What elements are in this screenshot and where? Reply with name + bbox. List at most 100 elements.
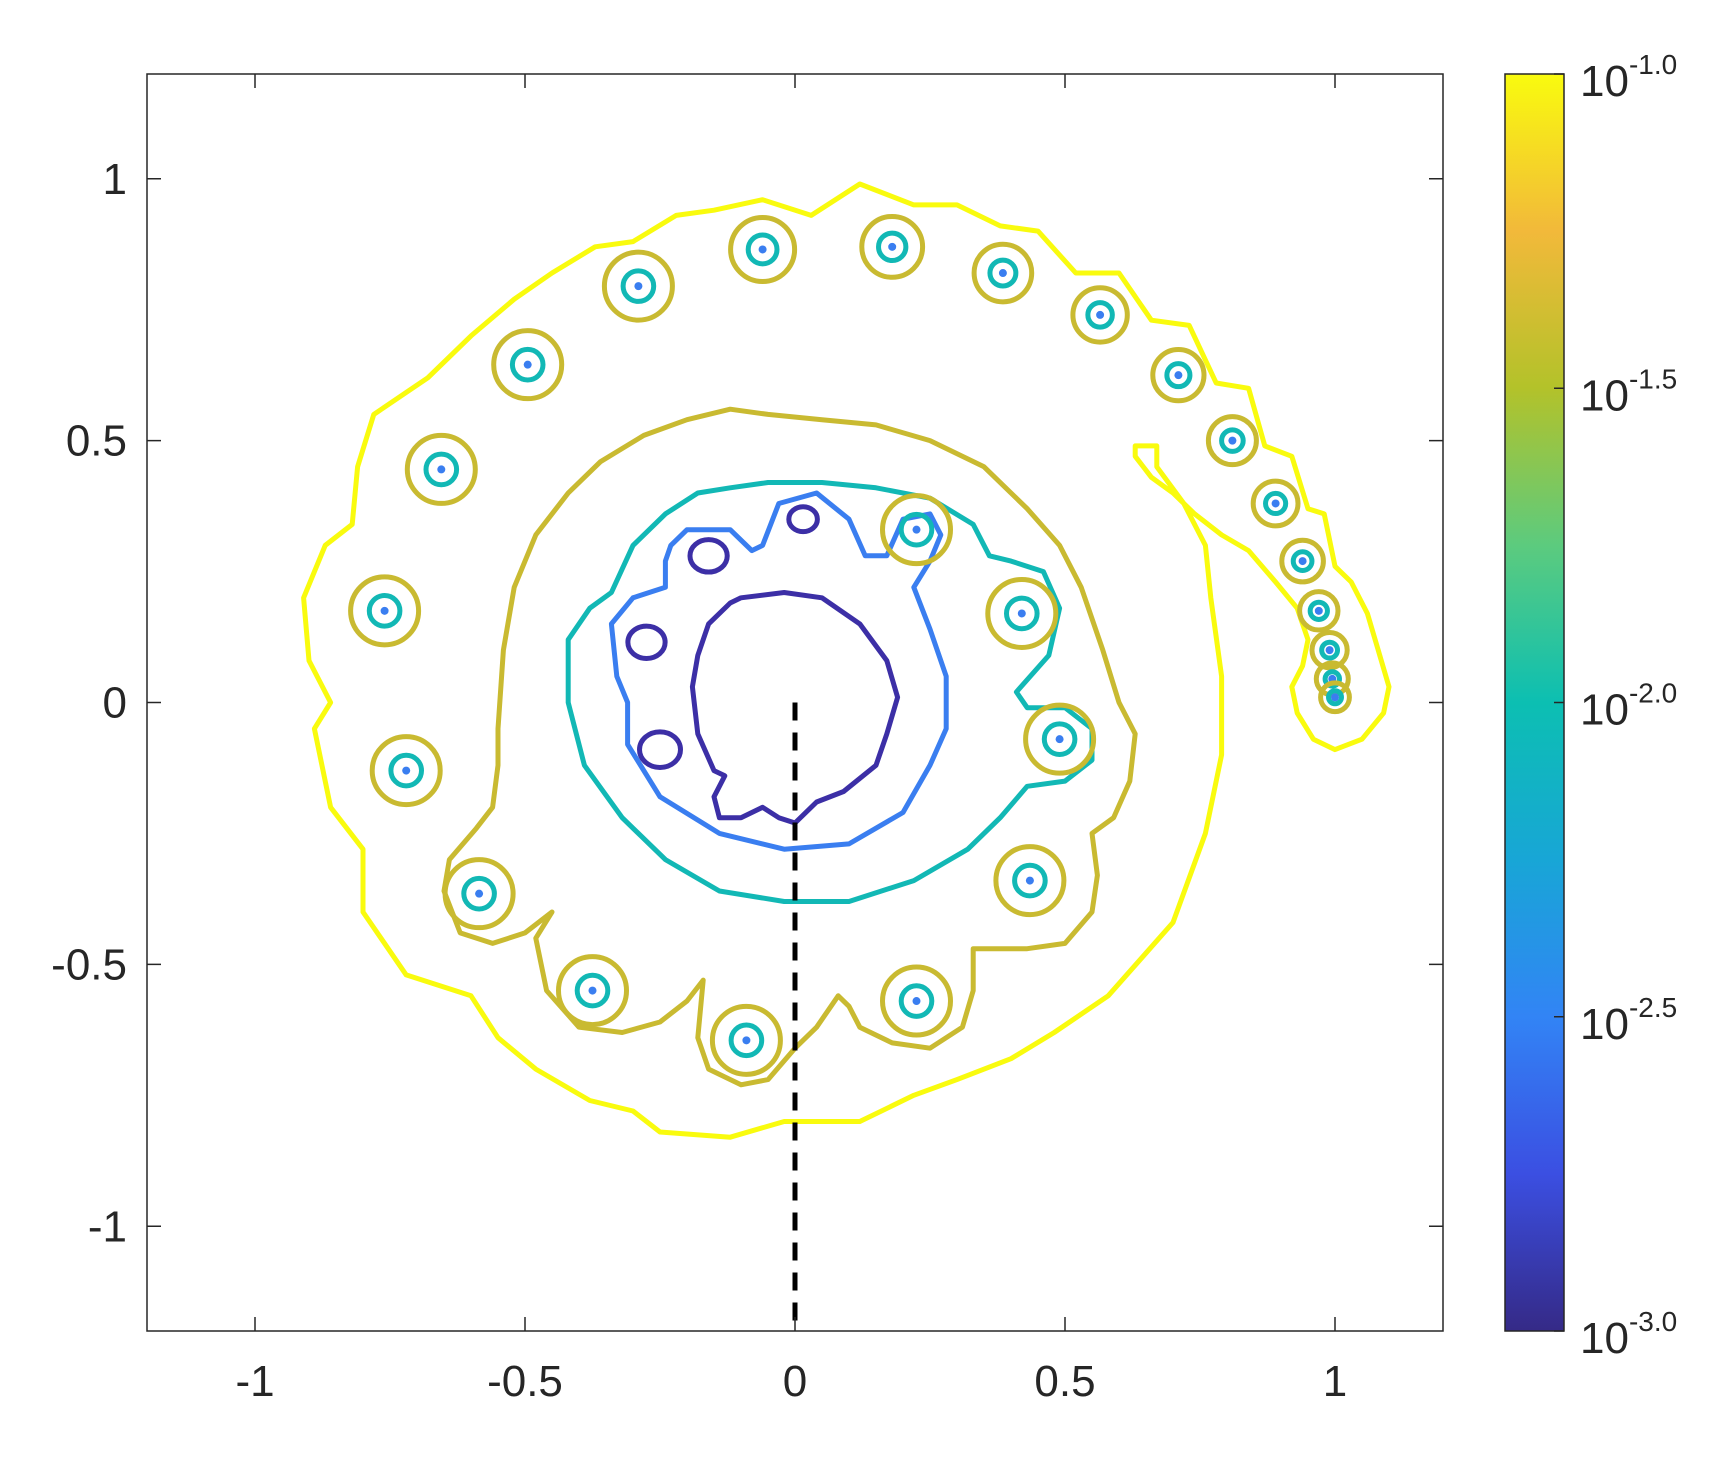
eigenvalue-point xyxy=(1096,310,1105,319)
small-contour-ring xyxy=(637,729,683,770)
colorbar-tick-label: 10-3.0 xyxy=(1580,1306,1677,1363)
eigenvalue-ring-outer xyxy=(601,249,675,323)
eigenvalue-ring-inner xyxy=(509,346,546,383)
small-contour-ring xyxy=(625,623,668,661)
eigenvalue-point xyxy=(888,242,897,251)
contour-lines-group xyxy=(301,181,1392,1140)
eigenvalue-point xyxy=(1331,693,1339,702)
colorbar-group: 10-1.0 10-1.5 10-2.0 10-2.5 10-3.0 xyxy=(1504,49,1677,1363)
eigenvalue-ring-inner xyxy=(461,875,497,912)
eigenvalue-ring-inner xyxy=(898,511,935,548)
eigenvalue-ring-inner xyxy=(423,451,460,488)
y-tick-label: 0 xyxy=(103,679,127,728)
small-contour-ring xyxy=(786,504,820,535)
eigenvalue-point xyxy=(634,282,643,291)
x-tick-label: 1 xyxy=(1323,1357,1347,1406)
eigenvalue-point xyxy=(1025,876,1034,885)
x-tick-label: 0 xyxy=(783,1357,807,1406)
eigenvalue-ring-inner xyxy=(1307,599,1330,622)
eigenvalue-point xyxy=(1174,371,1183,380)
eigenvalue-point xyxy=(998,269,1007,278)
eigenvalue-ring-outer xyxy=(1150,347,1207,404)
eigenvalue-ring-outer xyxy=(993,844,1067,918)
eigenvalue-ring-outer xyxy=(971,241,1035,305)
eigenvalue-ring-inner xyxy=(1322,669,1343,689)
contour-level-neg2-0 xyxy=(565,480,1095,904)
eigenvalue-point xyxy=(1298,557,1307,566)
eigenvalue-ring-inner xyxy=(745,232,780,267)
eigenvalue-ring-inner xyxy=(1085,300,1115,330)
eigenvalue-ring-inner xyxy=(728,1022,765,1059)
eigenvalue-ring-inner xyxy=(1041,721,1078,757)
axes-group: -1 -0.5 0 0.5 1 1 0.5 0 -0.5 -1 xyxy=(51,73,1444,1406)
contour-level-neg2-5 xyxy=(608,490,949,852)
eigenvalue-point xyxy=(1271,499,1280,508)
eigenvalue-ring-inner xyxy=(1326,688,1344,707)
eigenvalue-ring-inner xyxy=(620,268,657,304)
eigenvalue-point xyxy=(758,245,767,254)
eigenvalue-ring-inner xyxy=(1219,427,1246,454)
eigenvalue-ring-inner xyxy=(574,972,611,1009)
eigenvalue-ring-outer xyxy=(491,328,565,402)
eigenvalue-ring-outer xyxy=(1250,478,1301,529)
contour-level-neg1-5 xyxy=(441,406,1138,1088)
y-tick-label: -0.5 xyxy=(51,940,127,989)
eigenvalue-ring-inner xyxy=(366,593,403,629)
eigenvalue-ring-inner xyxy=(1004,595,1040,632)
x-tick-label: -1 xyxy=(235,1357,274,1406)
y-tick-label: 1 xyxy=(103,155,127,204)
eigenvalue-ring-inner xyxy=(1290,549,1315,573)
eigenvalue-point xyxy=(402,766,411,775)
eigenvalue-point xyxy=(1314,606,1323,615)
eigenvalue-point xyxy=(742,1036,751,1045)
eigenvalue-ring-outer xyxy=(1023,702,1097,776)
contour-level-neg1-0 xyxy=(301,181,1392,1140)
eigenvalue-point xyxy=(1325,646,1334,655)
eigenvalue-ring-outer xyxy=(404,432,478,506)
eigenvalue-ring-inner xyxy=(876,230,909,264)
eigenvalue-ring-inner xyxy=(1164,361,1193,390)
eigenvalue-ring-outer xyxy=(1297,589,1341,633)
y-tick-label: 0.5 xyxy=(66,417,127,466)
eigenvalue-ring-outer xyxy=(728,214,798,284)
eigenvalue-ring-outer xyxy=(1205,414,1259,468)
eigenvalue-point xyxy=(912,997,921,1006)
eigenvalue-ring-outer xyxy=(369,734,443,808)
eigenvalue-ring-outer xyxy=(880,493,953,567)
eigenvalue-ring-inner xyxy=(898,983,935,1019)
eigenvalue-ring-outer xyxy=(1309,630,1350,671)
eigenvalue-ring-inner xyxy=(1012,862,1048,899)
colorbar-tick-label: 10-2.5 xyxy=(1580,992,1677,1049)
eigenvalue-point xyxy=(475,889,484,898)
eigenvalue-ring-inner xyxy=(1319,639,1341,661)
eigenvalue-ring-outer xyxy=(556,954,629,1028)
eigenvalue-point xyxy=(523,360,532,369)
eigenvalue-ring-outer xyxy=(442,857,516,931)
eigenvalue-ring-outer xyxy=(1318,680,1352,715)
x-tick-label: 0.5 xyxy=(1034,1357,1095,1406)
small-contour-ring xyxy=(687,537,730,575)
eigenvalue-point xyxy=(1055,735,1064,744)
x-tick-label: -0.5 xyxy=(487,1357,563,1406)
eigenvalue-ring-inner xyxy=(388,752,425,789)
eigenvalue-ring-outer xyxy=(348,574,422,648)
eigenvalue-point xyxy=(588,986,597,995)
eigenvalue-point xyxy=(437,465,446,474)
eigenvalue-ring-outer xyxy=(880,964,953,1038)
eigenvalue-ring-inner xyxy=(1263,490,1289,517)
eigenvalue-ring-outer xyxy=(985,576,1059,650)
contour-level-neg3-0-center xyxy=(689,590,901,826)
eigenvalue-ring-outer xyxy=(709,1003,783,1077)
colorbar-tick-label: 10-1.0 xyxy=(1580,49,1677,106)
eigenvalue-ring-outer xyxy=(859,213,926,280)
eigenvalue-point xyxy=(380,606,389,615)
eigenvalue-ring-inner xyxy=(987,257,1019,289)
eigenvalue-ring-outer xyxy=(1070,285,1130,345)
eigenvalue-point xyxy=(1017,609,1026,618)
eigenvalue-ring-outer xyxy=(1279,537,1326,585)
eigenvalue-point xyxy=(912,525,921,534)
eigenvalue-point xyxy=(1228,436,1237,445)
y-tick-label: -1 xyxy=(88,1202,127,1251)
colorbar-tick-label: 10-1.5 xyxy=(1580,363,1677,420)
